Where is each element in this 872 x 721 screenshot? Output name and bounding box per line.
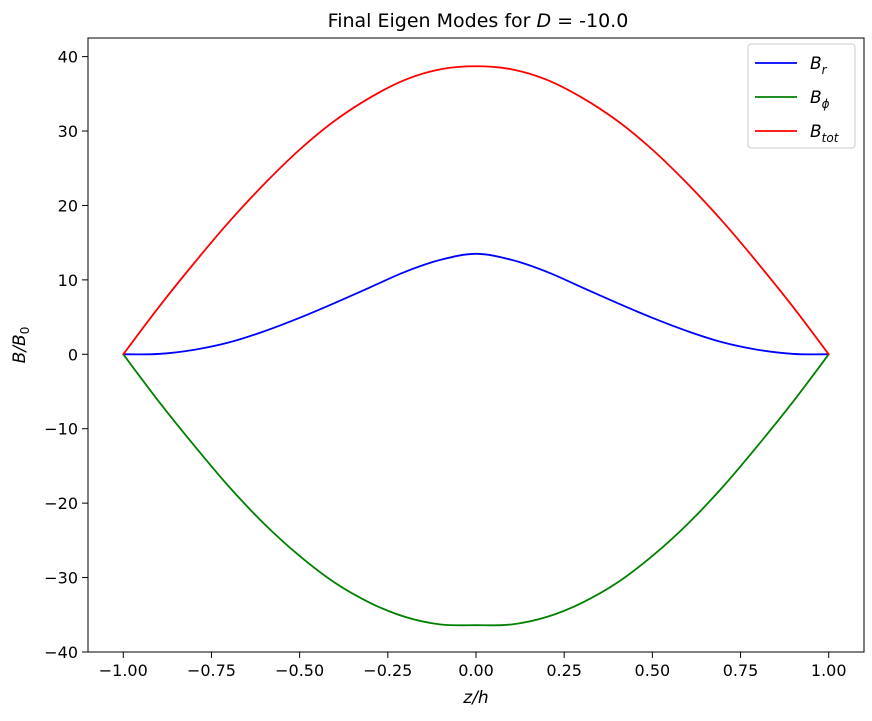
y-tick-label: 0 <box>68 345 78 364</box>
legend-label: Btot <box>810 122 840 145</box>
y-tick-label: −30 <box>44 569 78 588</box>
x-tick-label: −0.75 <box>187 661 236 680</box>
chart-title: Final Eigen Modes for D = -10.0 <box>328 10 629 32</box>
x-tick-label: 0.75 <box>723 661 759 680</box>
series-line-b-tot <box>122 65 830 356</box>
legend-label: Br <box>810 54 828 77</box>
series-layer <box>122 65 830 627</box>
y-tick-label: −20 <box>44 494 78 513</box>
x-tick-label: 0.00 <box>458 661 494 680</box>
x-tick-label: −1.00 <box>99 661 148 680</box>
y-axis: −40 −30 −20 −10 0 10 20 30 40 <box>44 48 88 662</box>
x-axis: −1.00 −0.75 −0.50 −0.25 0.00 0.25 0.50 0.75 1.00 <box>99 652 847 680</box>
y-tick-label: 30 <box>58 122 78 141</box>
x-tick-label: 0.50 <box>635 661 671 680</box>
x-tick-label: 0.25 <box>546 661 582 680</box>
y-tick-label: 40 <box>58 48 78 67</box>
x-axis-label: z/h <box>462 688 488 708</box>
x-tick-label: 1.00 <box>811 661 847 680</box>
legend: Br Bϕ Btot <box>747 43 856 149</box>
series-line-b-phi <box>122 353 830 627</box>
y-tick-label: −10 <box>44 420 78 439</box>
y-tick-label: 10 <box>58 271 78 290</box>
y-axis-label: B/B0 <box>10 327 32 364</box>
y-tick-label: 20 <box>58 196 78 215</box>
y-tick-label: −40 <box>44 643 78 662</box>
x-tick-label: −0.50 <box>275 661 324 680</box>
series-line-b-r <box>122 252 830 356</box>
legend-label: Bϕ <box>810 88 830 111</box>
x-tick-label: −0.25 <box>363 661 412 680</box>
legend-box <box>747 43 856 149</box>
